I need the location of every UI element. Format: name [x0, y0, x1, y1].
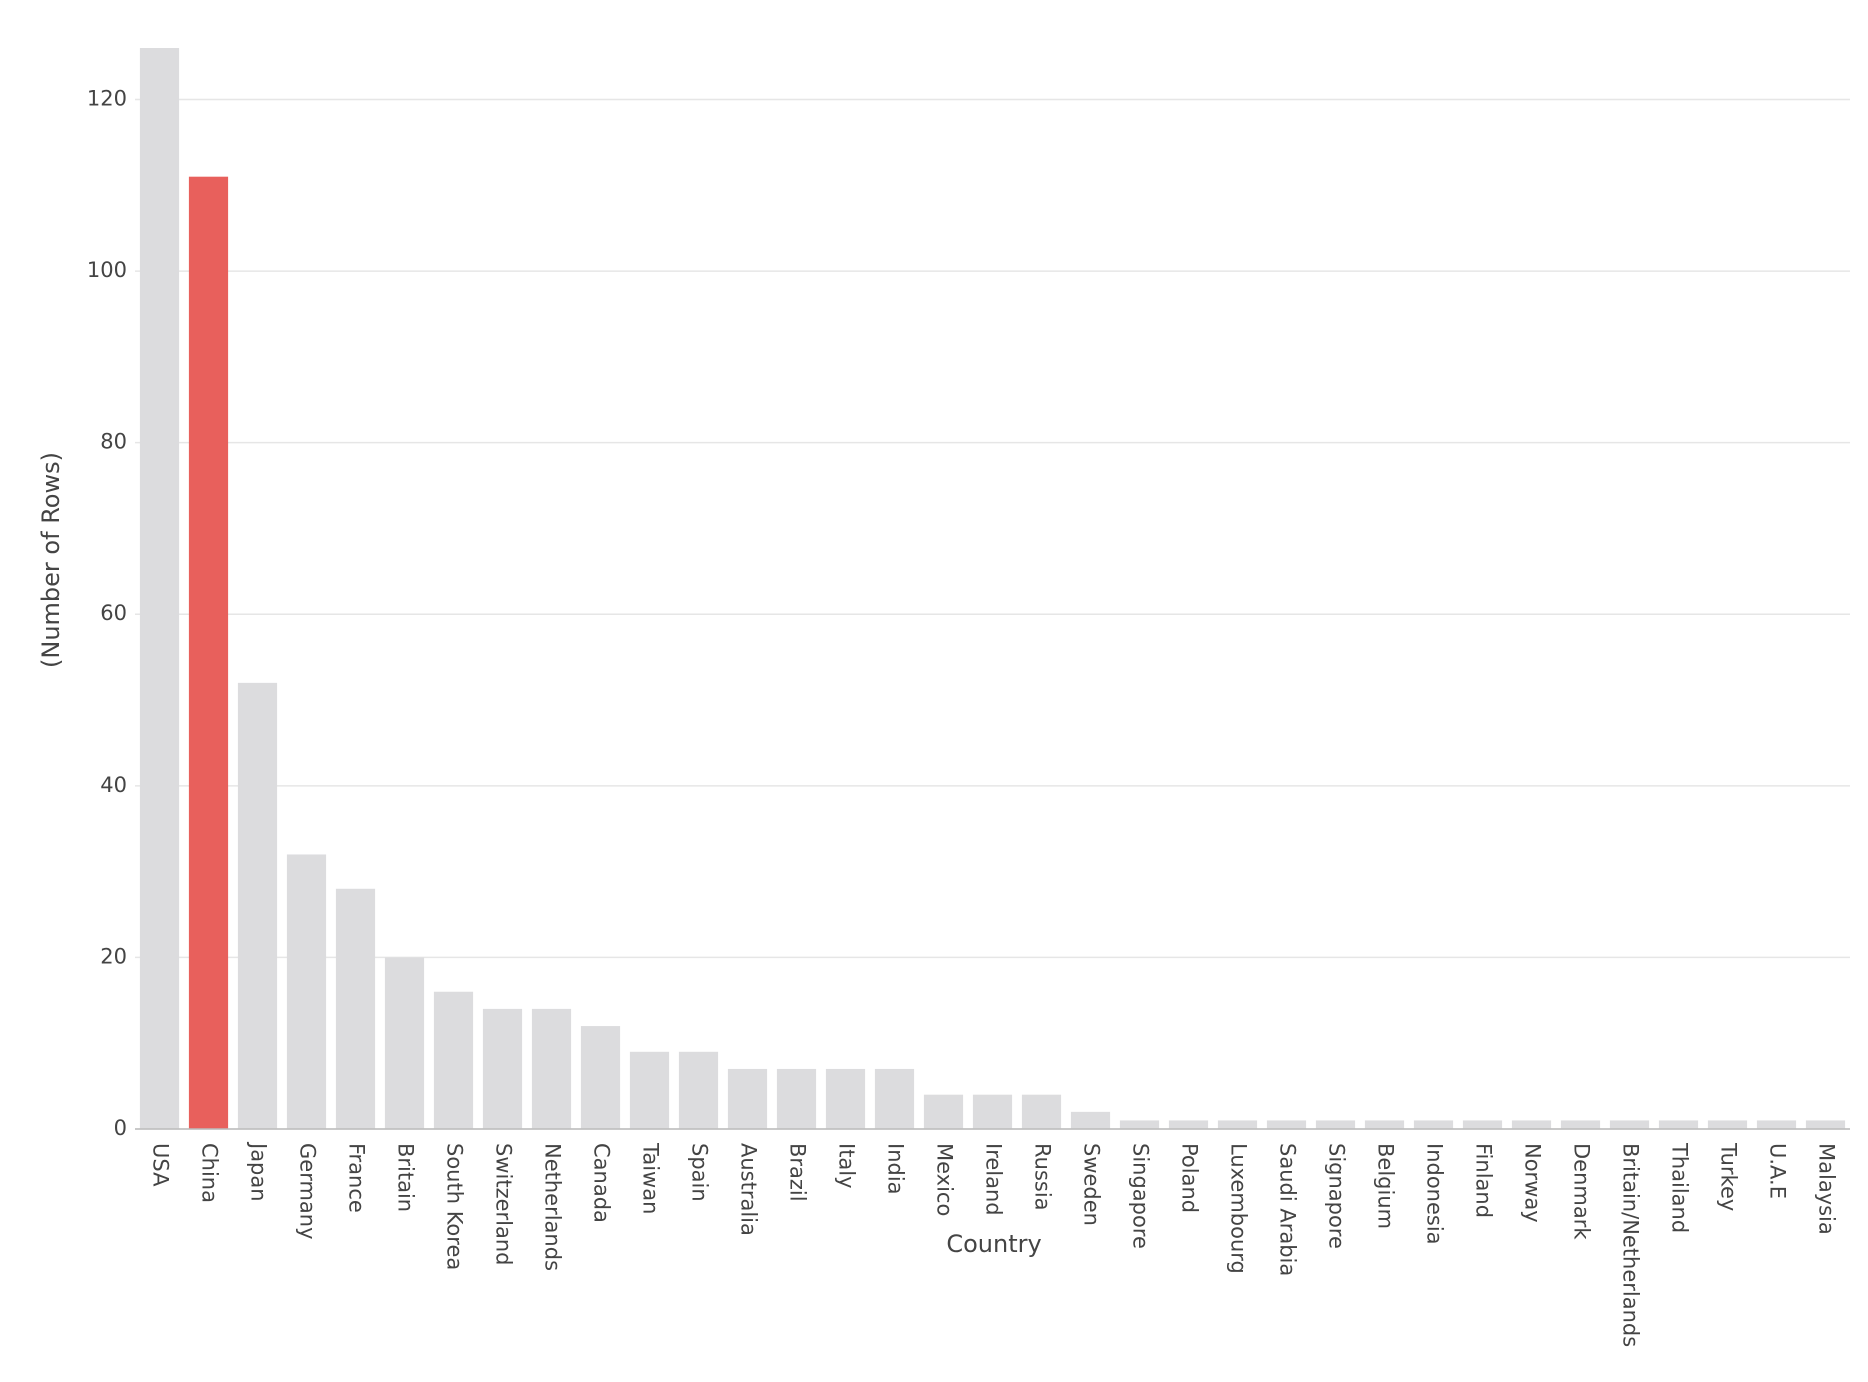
bar	[874, 1068, 915, 1129]
bar	[482, 1008, 523, 1129]
x-tick-label: Netherlands	[541, 1143, 565, 1271]
bar	[776, 1068, 817, 1129]
bar	[286, 854, 327, 1129]
x-axis-label: Country	[946, 1230, 1041, 1258]
bar	[384, 957, 425, 1129]
y-tick-label: 40	[100, 773, 127, 797]
x-tick-label: China	[198, 1143, 222, 1203]
y-tick-label: 120	[87, 86, 127, 110]
bar	[1462, 1120, 1503, 1129]
x-tick-label: Singapore	[1129, 1143, 1153, 1249]
x-tick-label: Turkey	[1717, 1142, 1741, 1211]
bar	[1021, 1094, 1062, 1129]
x-tick-label: Russia	[1031, 1143, 1055, 1211]
bar	[972, 1094, 1013, 1129]
bar	[531, 1008, 572, 1129]
bar	[1756, 1120, 1797, 1129]
x-tick-label: Britain/Netherlands	[1619, 1143, 1643, 1347]
bar	[1707, 1120, 1748, 1129]
bar	[1413, 1120, 1454, 1129]
bar	[1511, 1120, 1552, 1129]
y-tick-label: 100	[87, 258, 127, 282]
x-tick-label: Japan	[247, 1141, 271, 1202]
y-axis-label: (Number of Rows)	[37, 452, 65, 668]
bar	[629, 1051, 670, 1129]
x-tick-label: Spain	[688, 1143, 712, 1202]
bar	[335, 888, 376, 1129]
x-tick-label: India	[884, 1143, 908, 1195]
x-tick-label: Belgium	[1374, 1143, 1398, 1229]
bar	[433, 991, 474, 1129]
bar	[1217, 1120, 1258, 1129]
x-tick-label: USA	[149, 1143, 173, 1187]
y-tick-label: 0	[114, 1116, 127, 1140]
x-tick-label: U.A.E	[1766, 1143, 1790, 1199]
y-tick-label: 20	[100, 944, 127, 968]
bar	[1609, 1120, 1650, 1129]
bar	[1560, 1120, 1601, 1129]
bar	[1364, 1120, 1405, 1129]
x-tick-label: Signapore	[1325, 1143, 1349, 1249]
x-tick-label: Poland	[1178, 1143, 1202, 1213]
x-tick-label: Canada	[590, 1143, 614, 1223]
x-tick-label: Ireland	[982, 1143, 1006, 1216]
x-tick-label: Indonesia	[1423, 1143, 1447, 1245]
x-tick-label: Taiwan	[639, 1142, 663, 1214]
bar	[727, 1068, 768, 1129]
bar	[139, 48, 180, 1129]
x-tick-label: Finland	[1472, 1143, 1496, 1218]
y-tick-label: 60	[100, 601, 127, 625]
bar	[1119, 1120, 1160, 1129]
x-tick-label: Malaysia	[1815, 1143, 1839, 1235]
bar	[580, 1026, 621, 1129]
x-tick-label: Britain	[394, 1143, 418, 1212]
bar	[1266, 1120, 1307, 1129]
bar	[1805, 1120, 1846, 1129]
x-tick-label: Australia	[737, 1143, 761, 1236]
bar	[1070, 1111, 1111, 1129]
x-tick-label: Switzerland	[492, 1143, 516, 1266]
bar	[923, 1094, 964, 1129]
x-tick-label: Luxembourg	[1227, 1143, 1251, 1274]
x-tick-label: Italy	[835, 1143, 859, 1189]
x-tick-label: Sweden	[1080, 1143, 1104, 1226]
bar	[825, 1068, 866, 1129]
x-tick-label: France	[345, 1143, 369, 1213]
bar	[237, 682, 278, 1129]
bar	[1658, 1120, 1699, 1129]
x-tick-label: Mexico	[933, 1143, 957, 1216]
bar	[1315, 1120, 1356, 1129]
x-tick-label: Thailand	[1668, 1142, 1692, 1233]
x-tick-label: Denmark	[1570, 1143, 1594, 1240]
bar	[678, 1051, 719, 1129]
x-tick-label: South Korea	[443, 1143, 467, 1270]
bar	[1168, 1120, 1209, 1129]
x-tick-label: Germany	[296, 1143, 320, 1240]
bar	[188, 176, 229, 1129]
y-tick-label: 80	[100, 430, 127, 454]
x-tick-label: Saudi Arabia	[1276, 1143, 1300, 1276]
x-tick-label: Norway	[1521, 1143, 1545, 1223]
x-tick-label: Brazil	[786, 1143, 810, 1202]
